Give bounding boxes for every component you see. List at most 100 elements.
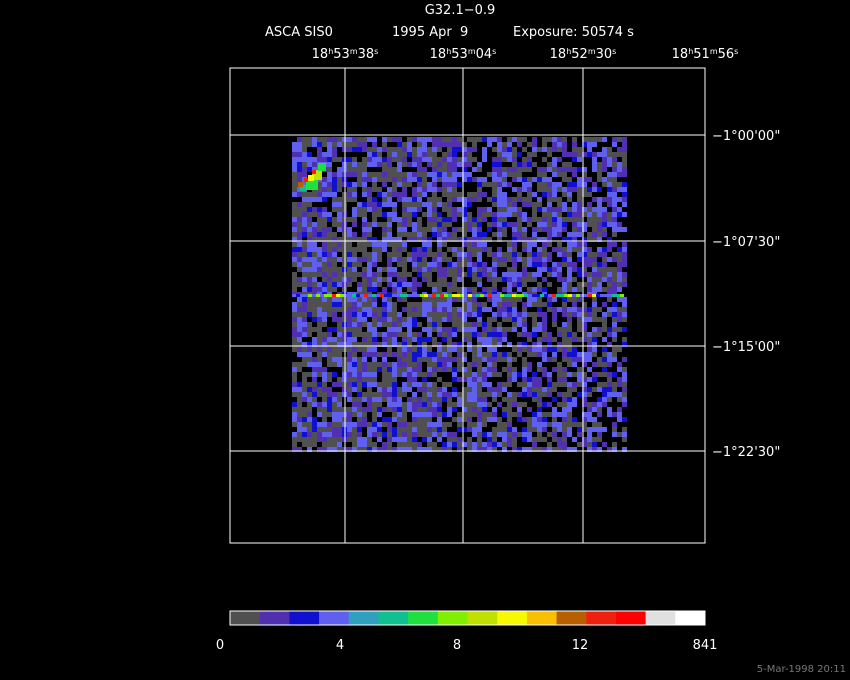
pixel bbox=[592, 267, 597, 272]
pixel bbox=[392, 352, 397, 357]
pixel bbox=[327, 157, 332, 162]
pixel bbox=[372, 367, 377, 372]
pixel bbox=[617, 187, 622, 192]
pixel bbox=[617, 172, 622, 177]
pixel bbox=[612, 382, 617, 387]
pixel bbox=[552, 232, 557, 237]
pixel bbox=[587, 257, 592, 262]
pixel bbox=[317, 257, 322, 262]
pixel bbox=[312, 237, 317, 242]
pixel bbox=[492, 137, 497, 142]
pixel bbox=[617, 267, 622, 272]
pixel bbox=[507, 422, 512, 427]
pixel bbox=[362, 237, 367, 242]
pixel bbox=[347, 297, 352, 302]
pixel bbox=[567, 327, 572, 332]
pixel bbox=[492, 182, 497, 187]
pixel bbox=[352, 162, 357, 167]
pixel bbox=[422, 247, 427, 252]
pixel bbox=[502, 357, 507, 362]
pixel bbox=[502, 437, 507, 442]
pixel bbox=[307, 272, 312, 277]
pixel bbox=[587, 147, 592, 152]
pixel bbox=[347, 387, 352, 392]
pixel bbox=[522, 262, 527, 267]
pixel bbox=[332, 312, 337, 317]
pixel bbox=[322, 342, 327, 347]
pixel bbox=[427, 362, 432, 367]
pixel bbox=[567, 207, 572, 212]
pixel bbox=[597, 212, 602, 217]
pixel bbox=[292, 257, 297, 262]
pixel bbox=[592, 347, 597, 352]
pixel bbox=[527, 262, 532, 267]
pixel bbox=[462, 157, 467, 162]
dec-label: −1°22'30" bbox=[712, 445, 780, 460]
pixel bbox=[442, 307, 447, 312]
pixel bbox=[437, 242, 442, 247]
pixel bbox=[512, 312, 517, 317]
pixel bbox=[348, 294, 352, 297]
pixel bbox=[422, 392, 427, 397]
pixel bbox=[317, 287, 322, 292]
pixel bbox=[312, 432, 317, 437]
pixel bbox=[407, 137, 412, 142]
pixel bbox=[452, 342, 457, 347]
pixel bbox=[582, 262, 587, 267]
pixel bbox=[487, 417, 492, 422]
pixel bbox=[532, 162, 537, 167]
pixel bbox=[587, 402, 592, 407]
pixel bbox=[562, 237, 567, 242]
pixel bbox=[292, 237, 297, 242]
pixel bbox=[472, 347, 477, 352]
pixel bbox=[457, 287, 462, 292]
pixel bbox=[302, 212, 307, 217]
pixel bbox=[437, 147, 442, 152]
pixel bbox=[542, 437, 547, 442]
pixel bbox=[367, 262, 372, 267]
pixel bbox=[367, 297, 372, 302]
pixel bbox=[602, 372, 607, 377]
pixel bbox=[352, 247, 357, 252]
pixel bbox=[328, 294, 332, 297]
pixel bbox=[502, 212, 507, 217]
pixel bbox=[307, 282, 312, 287]
pixel bbox=[322, 337, 327, 342]
pixel bbox=[577, 222, 582, 227]
pixel bbox=[602, 337, 607, 342]
pixel bbox=[422, 227, 427, 232]
pixel bbox=[302, 307, 307, 312]
pixel bbox=[302, 362, 307, 367]
pixel bbox=[447, 327, 452, 332]
pixel bbox=[457, 412, 462, 417]
pixel bbox=[392, 322, 397, 327]
pixel bbox=[562, 367, 567, 372]
pixel bbox=[617, 297, 622, 302]
pixel bbox=[322, 277, 327, 282]
pixel bbox=[352, 207, 357, 212]
pixel bbox=[537, 252, 542, 257]
pixel bbox=[292, 187, 297, 192]
pixel bbox=[557, 327, 562, 332]
pixel bbox=[467, 252, 472, 257]
pixel bbox=[312, 392, 317, 397]
pixel bbox=[392, 377, 397, 382]
pixel bbox=[612, 347, 617, 352]
pixel bbox=[377, 192, 382, 197]
pixel bbox=[492, 297, 497, 302]
pixel bbox=[387, 252, 392, 257]
pixel bbox=[317, 157, 322, 162]
pixel bbox=[467, 347, 472, 352]
pixel bbox=[467, 157, 472, 162]
pixel bbox=[397, 312, 402, 317]
pixel bbox=[557, 377, 562, 382]
pixel bbox=[472, 322, 477, 327]
pixel bbox=[592, 372, 597, 377]
pixel bbox=[407, 152, 412, 157]
pixel bbox=[427, 412, 432, 417]
pixel bbox=[428, 294, 432, 297]
pixel bbox=[327, 227, 332, 232]
pixel bbox=[437, 272, 442, 277]
pixel bbox=[347, 157, 352, 162]
pixel bbox=[587, 317, 592, 322]
